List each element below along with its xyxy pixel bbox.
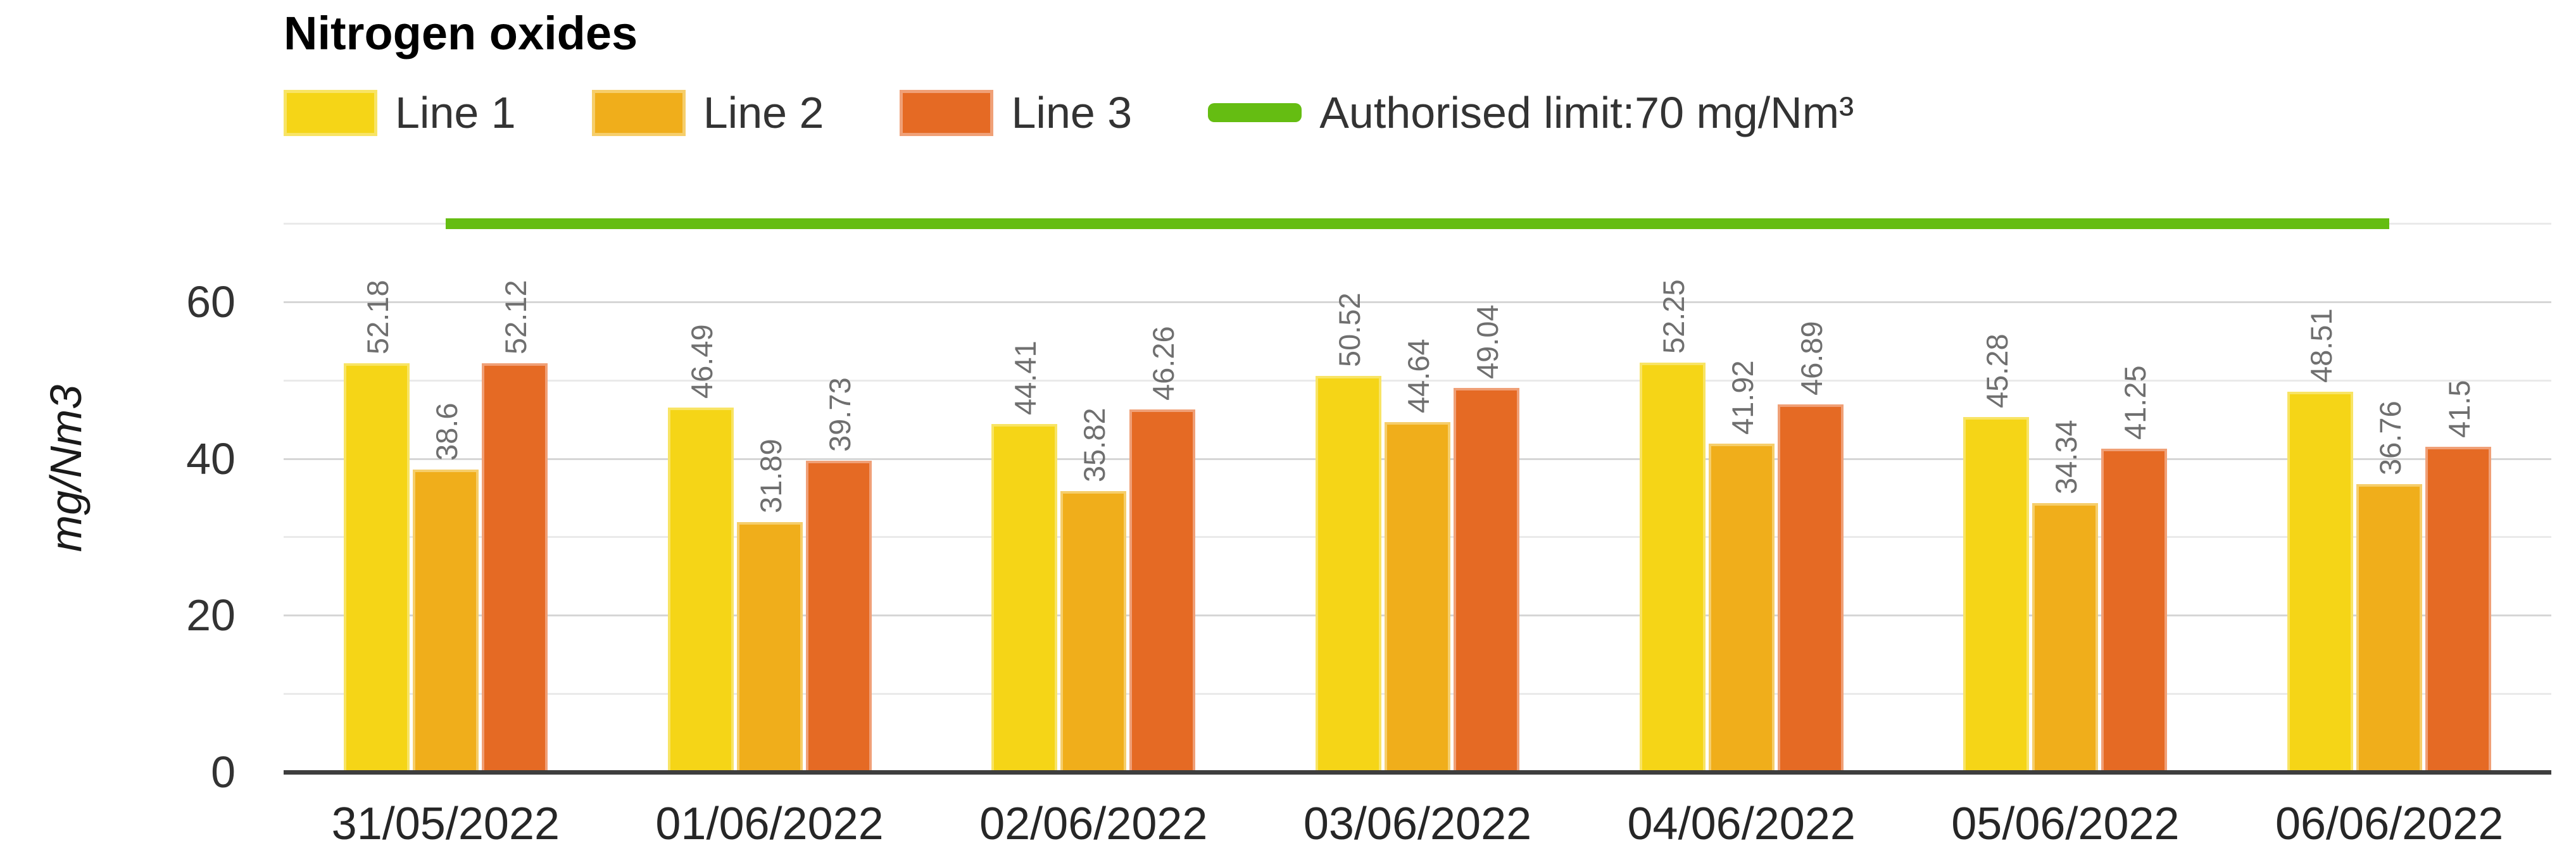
bar-line-1-05/06/2022: [1963, 417, 2030, 772]
bar-value-label: 52.25: [1656, 279, 1690, 354]
bar-line-2-05/06/2022: [2032, 502, 2099, 772]
y-tick-label-60: 60: [186, 277, 236, 327]
bar-value-label: 45.28: [1980, 334, 2014, 409]
legend-item-line-2[interactable]: Line 2: [591, 87, 824, 138]
x-axis-label-06-06-2022: 06/06/2022: [2275, 799, 2504, 849]
bar-line-2-31/05/2022: [412, 469, 479, 772]
bar-line-2-06/06/2022: [2356, 483, 2423, 772]
x-axis-line: [284, 770, 2551, 775]
legend-swatch-line-3: [900, 89, 994, 136]
legend-item-line-3[interactable]: Line 3: [900, 87, 1132, 138]
legend-swatch-line-2: [591, 89, 686, 136]
bar-line-3-02/06/2022: [1129, 409, 1196, 772]
bar-line-1-06/06/2022: [2287, 392, 2354, 772]
bar-value-label: 44.41: [1008, 340, 1043, 415]
y-tick-label-40: 40: [186, 434, 236, 483]
x-axis-label-05-06-2022: 05/06/2022: [1951, 799, 2180, 849]
bar-line-1-04/06/2022: [1639, 362, 1706, 772]
bar-line-1-01/06/2022: [667, 408, 734, 772]
gridline-50: [284, 379, 2551, 382]
y-tick-label-20: 20: [186, 590, 236, 640]
bar-value-label: 36.76: [2373, 401, 2408, 475]
legend-label-authorised-limit: Authorised limit:70 mg/Nm³: [1319, 88, 1854, 137]
bar-value-label: 49.04: [1471, 304, 1504, 379]
chart-title: Nitrogen oxides: [284, 7, 638, 59]
bar-line-2-03/06/2022: [1385, 422, 1450, 772]
gridline-60: [284, 301, 2551, 303]
bar-value-label: 31.89: [753, 439, 788, 514]
bar-value-label: 34.34: [2049, 420, 2083, 494]
legend-line-authorised-limit-icon: [1208, 103, 1302, 122]
bar-line-2-04/06/2022: [1708, 443, 1775, 772]
x-axis-label-31-05-2022: 31/05/2022: [331, 799, 560, 849]
legend-item-line-1[interactable]: Line 1: [284, 87, 516, 138]
x-axis-label-03-06-2022: 03/06/2022: [1303, 799, 1532, 849]
bar-line-1-31/05/2022: [343, 363, 410, 772]
bar-line-3-03/06/2022: [1454, 387, 1519, 772]
x-axis-label-02-06-2022: 02/06/2022: [979, 799, 1208, 849]
bar-line-3-04/06/2022: [1777, 404, 1844, 772]
bar-value-label: 52.12: [498, 280, 532, 355]
legend-swatch-line-1: [284, 89, 377, 136]
legend-label-line-1: Line 1: [395, 88, 516, 137]
bar-value-label: 38.6: [429, 402, 463, 461]
x-axis-label-04-06-2022: 04/06/2022: [1627, 799, 1856, 849]
bar-value-label: 52.18: [360, 280, 394, 354]
bar-value-label: 41.25: [2118, 365, 2152, 440]
bar-line-3-31/05/2022: [481, 363, 548, 772]
y-tick-label-0: 0: [211, 747, 236, 797]
legend-item-authorised-limit[interactable]: Authorised limit:70 mg/Nm³: [1208, 87, 1854, 138]
authorised-limit-line: [445, 218, 2390, 229]
bar-line-1-03/06/2022: [1316, 376, 1381, 772]
bar-line-3-05/06/2022: [2101, 449, 2168, 772]
bar-value-label: 48.51: [2304, 308, 2339, 384]
bar-line-2-02/06/2022: [1060, 491, 1127, 772]
legend: Line 1 Line 2 Line 3 Authorised limit:70…: [284, 87, 1854, 138]
bar-value-label: 39.73: [822, 377, 857, 452]
bar-value-label: 46.89: [1794, 321, 1828, 396]
bar-value-label: 41.92: [1725, 360, 1759, 435]
bar-value-label: 44.64: [1402, 339, 1435, 414]
bar-value-label: 46.49: [684, 324, 719, 399]
bar-value-label: 46.26: [1147, 326, 1181, 401]
bar-line-3-06/06/2022: [2425, 446, 2492, 772]
bar-value-label: 50.52: [1333, 292, 1366, 368]
bar-value-label: 41.5: [2442, 380, 2477, 438]
bar-line-3-01/06/2022: [805, 460, 872, 772]
x-axis-label-01-06-2022: 01/06/2022: [655, 799, 884, 849]
legend-label-line-3: Line 3: [1011, 88, 1133, 137]
legend-label-line-2: Line 2: [703, 88, 824, 137]
bar-value-label: 35.82: [1078, 408, 1112, 483]
bar-line-2-01/06/2022: [736, 522, 803, 772]
bar-line-1-02/06/2022: [991, 423, 1058, 772]
